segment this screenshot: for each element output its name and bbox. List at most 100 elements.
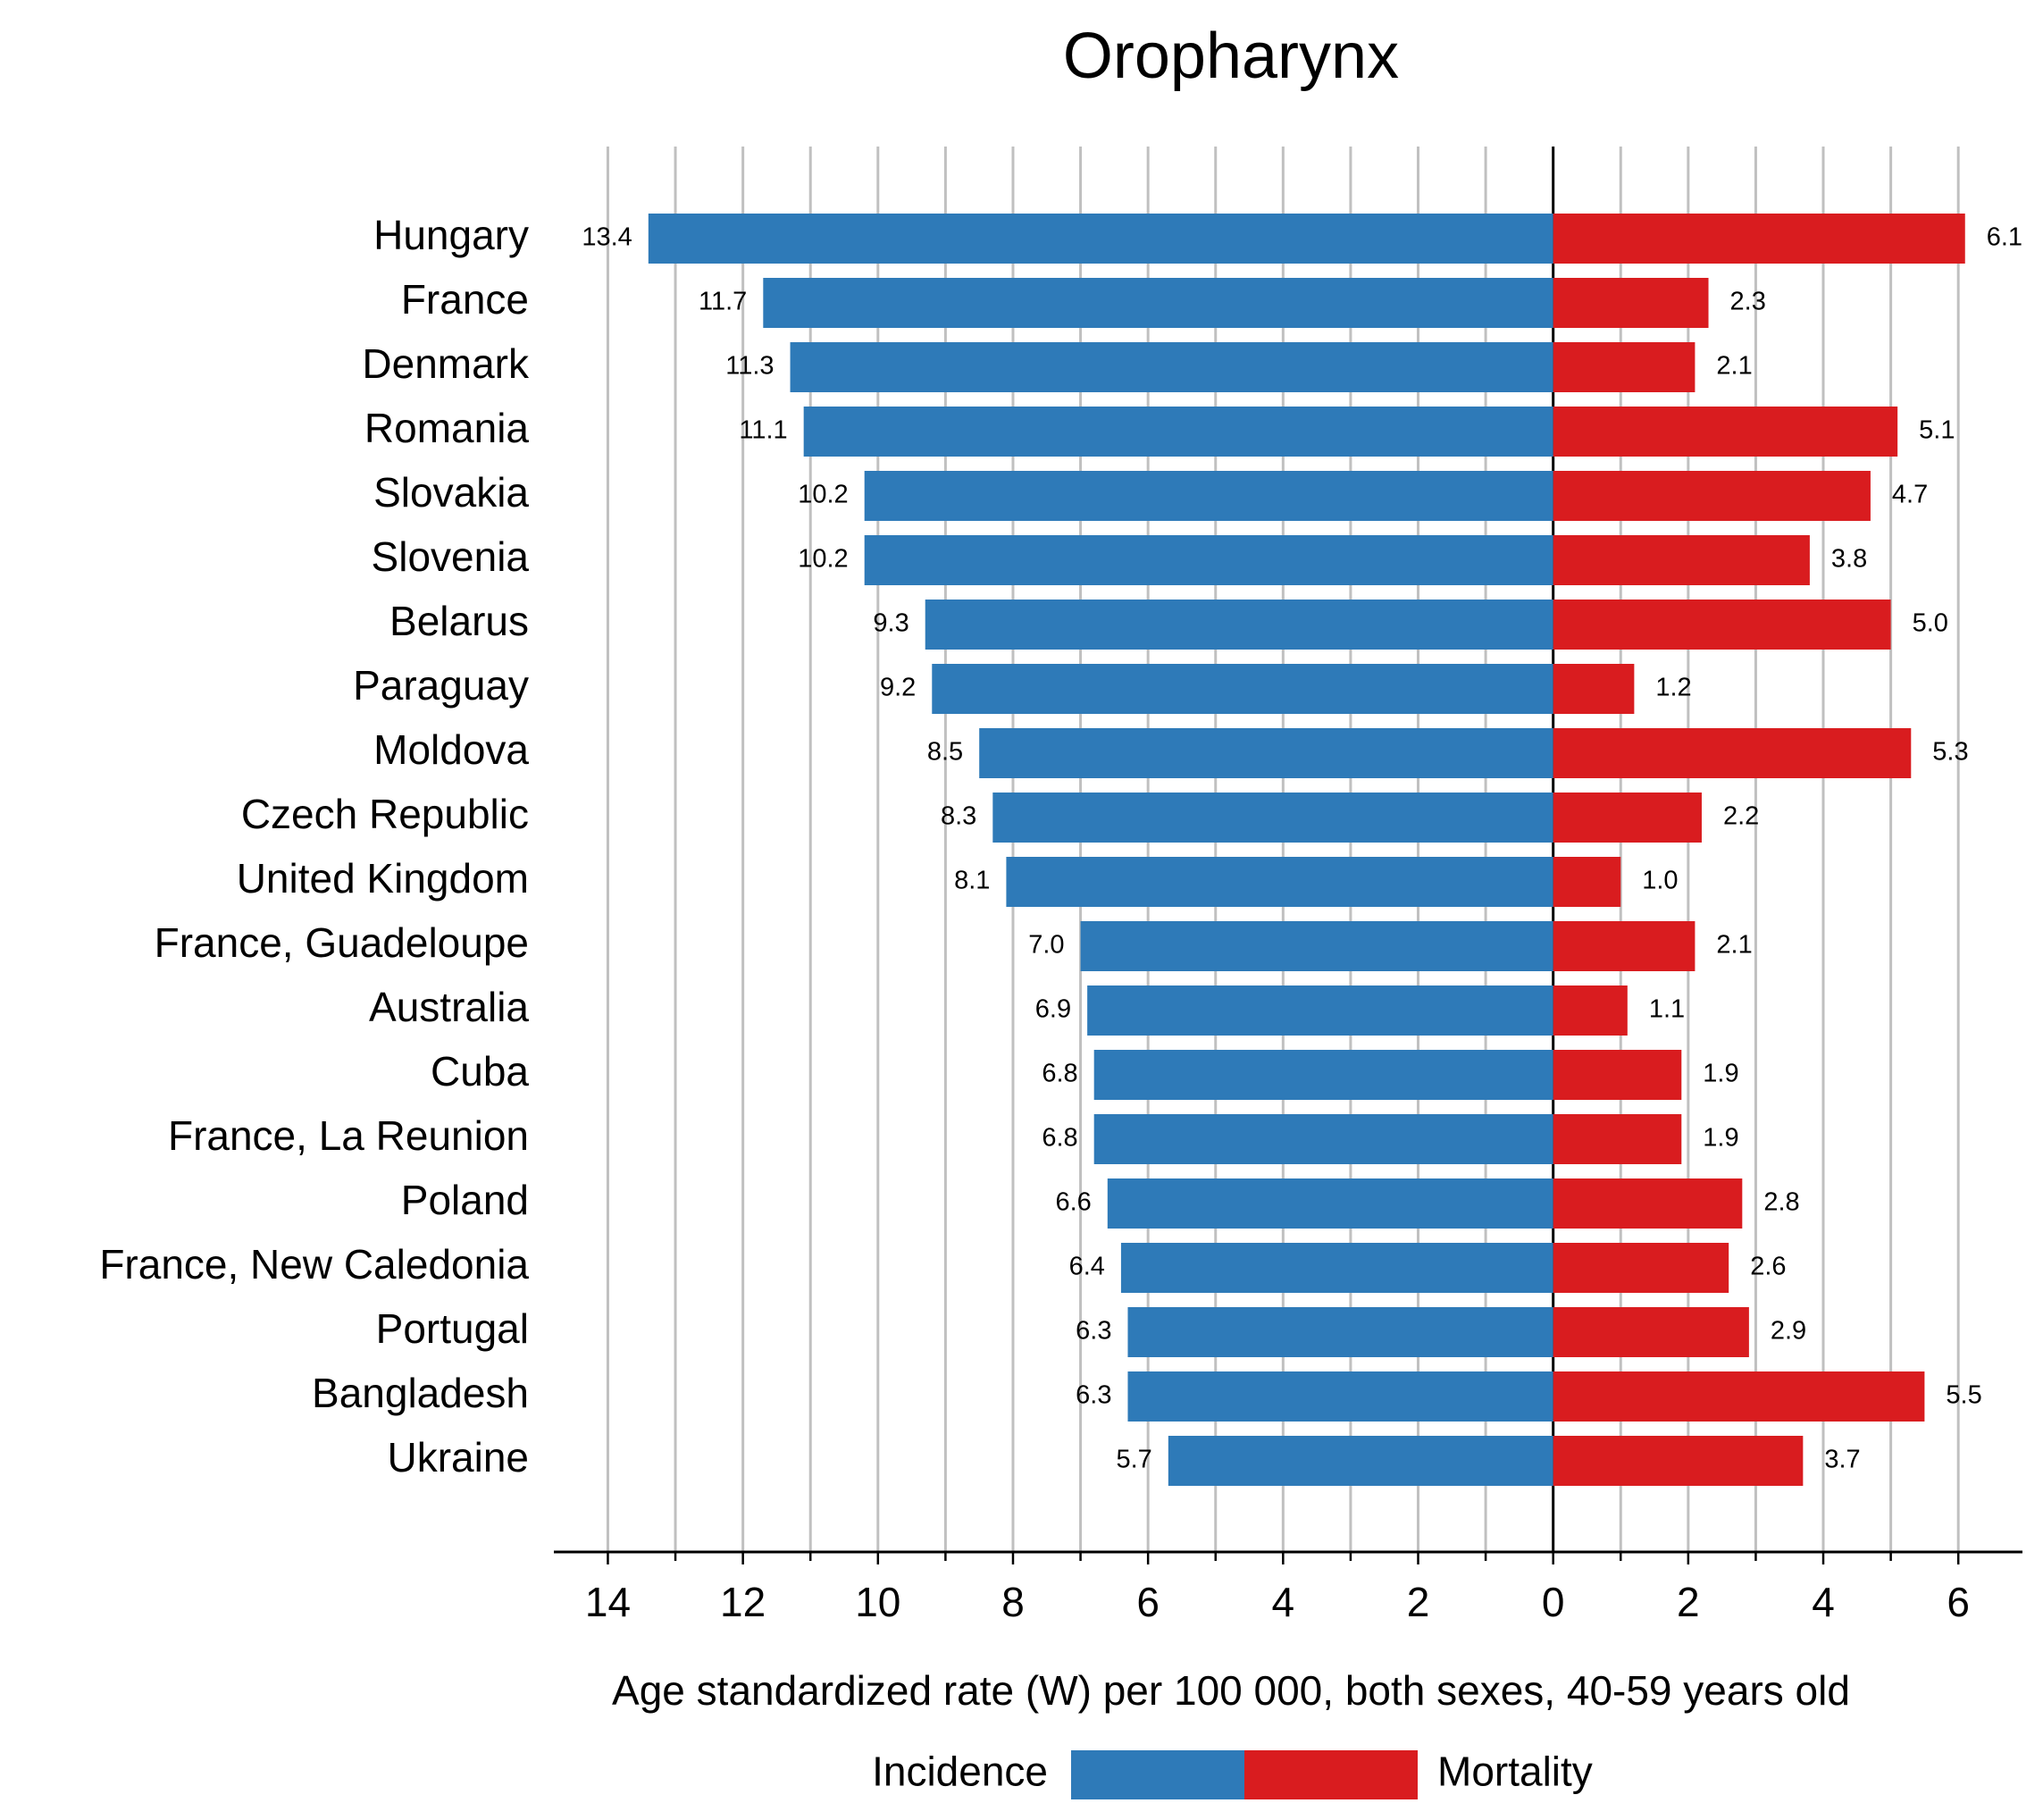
value-label: 2.8 bbox=[1763, 1188, 1799, 1217]
value-label: 1.1 bbox=[1649, 995, 1685, 1024]
y-tick-label: Hungary bbox=[373, 212, 529, 258]
legend-swatch bbox=[1071, 1750, 1244, 1799]
bar bbox=[1553, 1050, 1682, 1100]
bar bbox=[992, 793, 1553, 843]
bar bbox=[925, 600, 1553, 650]
bar bbox=[1553, 793, 1702, 843]
bar bbox=[979, 728, 1553, 778]
value-label: 2.6 bbox=[1750, 1253, 1786, 1281]
bar bbox=[1080, 921, 1553, 971]
bar bbox=[1553, 278, 1709, 328]
value-label: 5.1 bbox=[1919, 416, 1955, 445]
y-tick-label: Slovenia bbox=[372, 533, 530, 580]
value-label: 6.3 bbox=[1076, 1317, 1111, 1346]
value-label: 2.2 bbox=[1723, 802, 1759, 831]
value-label: 6.3 bbox=[1076, 1381, 1111, 1410]
value-label: 6.8 bbox=[1042, 1124, 1077, 1153]
bar bbox=[1127, 1371, 1553, 1422]
value-label: 4.7 bbox=[1892, 481, 1928, 509]
value-label: 13.4 bbox=[582, 223, 632, 252]
x-tick-label: 4 bbox=[1812, 1579, 1835, 1625]
y-tick-label: Paraguay bbox=[353, 662, 529, 709]
bar bbox=[1553, 535, 1810, 585]
value-label: 1.2 bbox=[1655, 674, 1691, 702]
value-label: 5.0 bbox=[1913, 609, 1948, 638]
bar bbox=[1006, 857, 1553, 907]
value-label: 6.1 bbox=[1987, 223, 2022, 252]
x-tick-label: 6 bbox=[1947, 1579, 1970, 1625]
x-tick-label: 2 bbox=[1407, 1579, 1430, 1625]
bar bbox=[1553, 1371, 1925, 1422]
y-tick-label: Portugal bbox=[376, 1305, 529, 1352]
y-tick-label: France, Guadeloupe bbox=[155, 919, 529, 966]
x-tick-label: 2 bbox=[1677, 1579, 1700, 1625]
y-tick-label: Belarus bbox=[389, 598, 529, 644]
value-label: 6.4 bbox=[1069, 1253, 1105, 1281]
bar bbox=[1120, 1243, 1553, 1293]
bar bbox=[1553, 342, 1696, 392]
x-tick-label: 6 bbox=[1136, 1579, 1160, 1625]
y-tick-label: Bangladesh bbox=[312, 1370, 529, 1416]
value-label: 5.3 bbox=[1932, 738, 1968, 767]
value-label: 8.3 bbox=[941, 802, 976, 831]
x-tick-label: 10 bbox=[855, 1579, 900, 1625]
legend-swatch bbox=[1244, 1750, 1418, 1799]
y-tick-label: France bbox=[401, 276, 529, 323]
bar bbox=[803, 407, 1553, 457]
bar bbox=[1553, 664, 1635, 714]
bar bbox=[932, 664, 1553, 714]
x-tick-label: 4 bbox=[1272, 1579, 1295, 1625]
bar bbox=[1553, 1243, 1729, 1293]
y-tick-label: Ukraine bbox=[387, 1434, 529, 1480]
bar bbox=[1553, 1178, 1743, 1229]
x-axis-title: Age standardized rate (W) per 100 000, b… bbox=[612, 1667, 1850, 1714]
chart-title: Oropharynx bbox=[1063, 21, 1399, 92]
value-label: 2.9 bbox=[1771, 1317, 1806, 1346]
legend-label: Mortality bbox=[1437, 1749, 1593, 1795]
value-label: 1.9 bbox=[1703, 1124, 1738, 1153]
value-label: 6.9 bbox=[1035, 995, 1071, 1024]
bar bbox=[864, 535, 1553, 585]
value-label: 5.7 bbox=[1117, 1446, 1152, 1474]
value-label: 5.5 bbox=[1946, 1381, 1981, 1410]
y-tick-label: France, New Caledonia bbox=[99, 1241, 529, 1287]
value-label: 3.7 bbox=[1824, 1446, 1860, 1474]
value-label: 1.0 bbox=[1642, 867, 1678, 895]
bar bbox=[1553, 214, 1965, 264]
bar bbox=[1087, 985, 1553, 1036]
y-tick-label: Moldova bbox=[373, 726, 529, 773]
y-tick-label: Poland bbox=[401, 1177, 529, 1223]
value-label: 11.7 bbox=[699, 288, 747, 316]
value-label: 3.8 bbox=[1831, 545, 1867, 574]
y-tick-label: Denmark bbox=[362, 340, 530, 387]
x-tick-label: 14 bbox=[585, 1579, 631, 1625]
legend-label: Incidence bbox=[872, 1749, 1048, 1795]
bar bbox=[1093, 1050, 1553, 1100]
bar bbox=[1553, 600, 1891, 650]
bar bbox=[1093, 1114, 1553, 1164]
bar bbox=[1553, 471, 1871, 521]
y-tick-label: Slovakia bbox=[373, 469, 529, 516]
value-label: 6.8 bbox=[1042, 1060, 1077, 1088]
value-label: 9.3 bbox=[873, 609, 908, 638]
x-tick-label: 8 bbox=[1001, 1579, 1025, 1625]
value-label: 2.1 bbox=[1716, 352, 1752, 381]
value-label: 2.3 bbox=[1730, 288, 1766, 316]
bar bbox=[1553, 1436, 1804, 1486]
bar bbox=[1553, 857, 1621, 907]
bar bbox=[1553, 921, 1696, 971]
bar bbox=[1107, 1178, 1553, 1229]
value-label: 8.1 bbox=[954, 867, 990, 895]
bar bbox=[648, 214, 1553, 264]
value-label: 8.5 bbox=[927, 738, 963, 767]
bar bbox=[790, 342, 1553, 392]
bar bbox=[1553, 407, 1898, 457]
bar bbox=[1168, 1436, 1553, 1486]
bar bbox=[864, 471, 1553, 521]
value-label: 7.0 bbox=[1028, 931, 1064, 960]
value-label: 9.2 bbox=[880, 674, 916, 702]
x-tick-label: 0 bbox=[1542, 1579, 1565, 1625]
value-label: 11.3 bbox=[725, 352, 774, 381]
y-tick-label: Czech Republic bbox=[241, 791, 529, 837]
